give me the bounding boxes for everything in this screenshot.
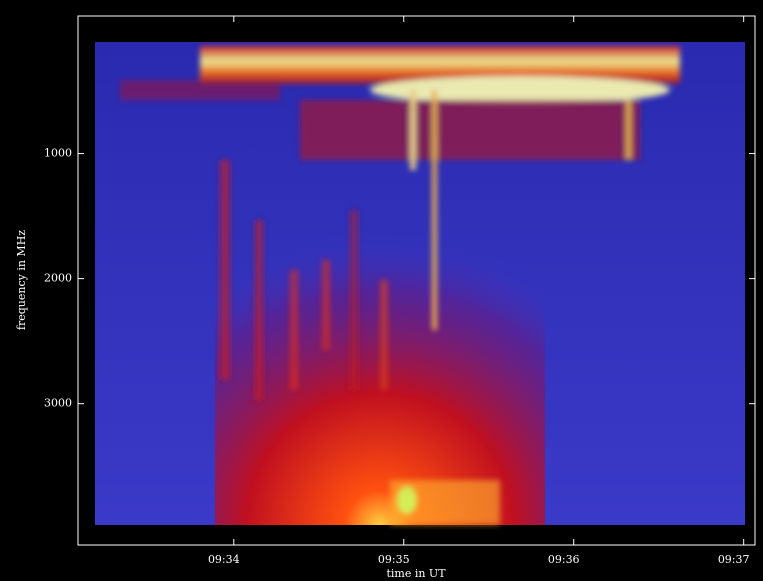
y-tick-label: 2000 bbox=[44, 272, 72, 285]
y-axis-label: frequency in MHz bbox=[15, 230, 28, 330]
x-tick-label: 09:34 bbox=[208, 553, 240, 566]
spectrogram-image bbox=[95, 42, 745, 525]
x-axis-label: time in UT bbox=[386, 567, 446, 580]
x-tick-label: 09:37 bbox=[718, 553, 750, 566]
y-tick-label: 1000 bbox=[44, 147, 72, 160]
y-tick-label: 3000 bbox=[44, 397, 72, 410]
x-tick-label: 09:36 bbox=[548, 553, 580, 566]
x-tick-label: 09:35 bbox=[378, 553, 410, 566]
plot-frame bbox=[77, 15, 756, 546]
